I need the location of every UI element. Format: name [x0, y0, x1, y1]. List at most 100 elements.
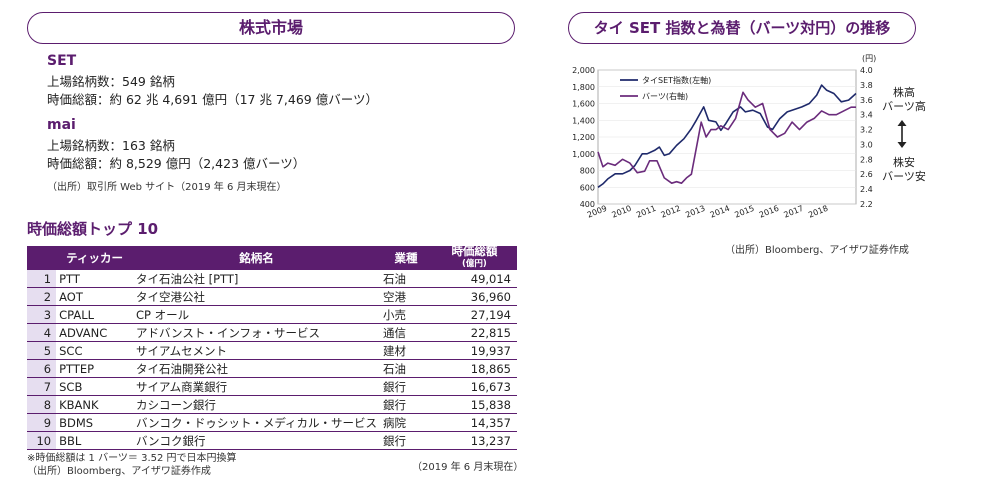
y-right-tick-label: 2.2 — [860, 200, 873, 209]
y-left-tick-label: 1,800 — [572, 83, 595, 92]
chart-legend: タイSET指数(左軸) バーツ(右軸) — [620, 75, 711, 101]
ticker-cell: SCC — [56, 341, 133, 360]
legend-label: バーツ(右軸) — [642, 91, 688, 101]
side-label-up: 株高 バーツ高 — [876, 86, 932, 114]
rank-cell: 8 — [27, 395, 57, 414]
x-tick-label: 2016 — [758, 204, 780, 220]
table-row: 3 CPALL CP オール 小売 27,194 — [27, 305, 517, 324]
rank-cell: 9 — [27, 413, 57, 432]
rank-cell: 4 — [27, 323, 57, 342]
top10-header-row: ティッカー 銘柄名 業種 時価総額 (億円) — [27, 244, 517, 270]
series-line — [597, 91, 856, 184]
sector-cell: 病院 — [380, 413, 432, 432]
market-header: 株式市場 — [27, 12, 515, 44]
market-cap-cell: 19,937 — [431, 341, 517, 360]
y-right-tick-label: 3.2 — [860, 126, 873, 135]
y-right-unit: (円) — [862, 54, 876, 63]
x-tick-label: 2017 — [783, 204, 805, 220]
ticker-cell: BBL — [56, 431, 133, 450]
market-cap-cell: 16,673 — [431, 377, 517, 396]
y-right-tick-label: 2.8 — [860, 155, 873, 164]
market-cap-cell: 15,838 — [431, 395, 517, 414]
sector-cell: 小売 — [380, 305, 432, 324]
sector-cell: 銀行 — [380, 395, 432, 414]
name-cell: カシコーン銀行 — [132, 395, 381, 414]
name-cell: CP オール — [132, 305, 381, 324]
sector-cell: 石油 — [380, 359, 432, 378]
name-cell: タイ空港公社 — [132, 287, 381, 306]
top10-note: ※時価総額は 1 バーツ＝ 3.52 円で日本円換算 — [27, 453, 237, 464]
table-row: 10 BBL バンコク銀行 銀行 13,237 — [27, 431, 517, 450]
top10-title: 時価総額トップ 10 — [27, 220, 159, 238]
sector-header: 業種 — [380, 246, 432, 270]
x-tick-label: 2015 — [733, 204, 755, 220]
table-row: 7 SCB サイアム商業銀行 銀行 16,673 — [27, 377, 517, 396]
sector-cell: 石油 — [380, 270, 432, 288]
y-right-tick-label: 2.4 — [860, 185, 873, 194]
x-tick-label: 2012 — [660, 204, 682, 220]
cap-header-line2: (億円) — [462, 259, 487, 269]
ticker-cell: ADVANC — [56, 323, 133, 342]
name-cell: タイ石油公社 [PTT] — [132, 270, 381, 288]
top10-asof: （2019 年 6 月末現在） — [412, 462, 524, 473]
x-tick-label: 2018 — [807, 204, 829, 220]
market-cap-cell: 36,960 — [431, 287, 517, 306]
sector-cell: 銀行 — [380, 377, 432, 396]
side-label-baht-down: バーツ安 — [882, 170, 926, 183]
set-title: SET — [47, 53, 77, 69]
rank-cell: 3 — [27, 305, 57, 324]
sector-cell: 銀行 — [380, 431, 432, 450]
name-cell: サイアムセメント — [132, 341, 381, 360]
side-label-down: 株安 バーツ安 — [876, 156, 932, 184]
ticker-header: ティッカー — [56, 246, 133, 270]
chart-source: （出所）Bloomberg、アイザワ証券作成 — [725, 245, 909, 256]
y-left-tick-label: 2,000 — [572, 66, 595, 75]
y-left-tick-label: 1,600 — [572, 100, 595, 109]
rank-cell: 1 — [27, 270, 57, 288]
cap-header-line1: 時価総額 — [451, 244, 498, 258]
y-left-tick-labels: 400 600 800 1,000 1,200 1,400 1,600 1,800 2,000 — [572, 66, 595, 209]
market-source: （出所）取引所 Web サイト（2019 年 6 月末現在） — [47, 182, 287, 193]
table-row: 1 PTT タイ石油公社 [PTT] 石油 49,014 — [27, 270, 517, 288]
table-row: 9 BDMS バンコク・ドゥシット・メディカル・サービス 病院 14,357 — [27, 413, 517, 432]
ticker-cell: SCB — [56, 377, 133, 396]
side-label-stock-up: 株高 — [893, 86, 915, 99]
ticker-cell: CPALL — [56, 305, 133, 324]
top10-source: （出所）Bloomberg、アイザワ証券作成 — [27, 466, 211, 477]
rank-cell: 5 — [27, 341, 57, 360]
side-label-stock-down: 株安 — [893, 156, 915, 169]
ticker-cell: KBANK — [56, 395, 133, 414]
sector-cell: 建材 — [380, 341, 432, 360]
mai-title: mai — [47, 117, 76, 133]
y-left-tick-label: 1,400 — [572, 116, 595, 125]
y-right-tick-labels: 2.2 2.4 2.6 2.8 3.0 3.2 3.4 3.6 3.8 4.0 — [860, 66, 873, 209]
rank-header — [27, 246, 57, 270]
y-left-tick-label: 400 — [580, 200, 595, 209]
x-tick-label: 2010 — [611, 204, 633, 220]
market-cap-cell: 18,865 — [431, 359, 517, 378]
ticker-cell: PTT — [56, 270, 133, 288]
table-row: 4 ADVANC アドバンスト・インフォ・サービス 通信 22,815 — [27, 323, 517, 342]
table-row: 5 SCC サイアムセメント 建材 19,937 — [27, 341, 517, 360]
chart-series — [597, 84, 857, 188]
table-row: 6 PTTEP タイ石油開発公社 石油 18,865 — [27, 359, 517, 378]
name-cell: バンコク銀行 — [132, 431, 381, 450]
set-listed-count: 上場銘柄数：549 銘柄 — [47, 74, 175, 89]
chart-gridlines — [597, 69, 857, 205]
name-cell: アドバンスト・インフォ・サービス — [132, 323, 381, 342]
y-left-tick-label: 1,200 — [572, 133, 595, 142]
rank-cell: 10 — [27, 431, 57, 450]
market-cap-cell: 14,357 — [431, 413, 517, 432]
cap-header: 時価総額 (億円) — [431, 244, 517, 270]
legend-label: タイSET指数(左軸) — [642, 75, 711, 85]
name-cell: サイアム商業銀行 — [132, 377, 381, 396]
y-right-tick-label: 3.8 — [860, 81, 873, 90]
table-row: 8 KBANK カシコーン銀行 銀行 15,838 — [27, 395, 517, 414]
up-down-arrow-icon — [896, 120, 908, 148]
side-label-baht-up: バーツ高 — [882, 100, 926, 113]
table-row: 2 AOT タイ空港公社 空港 36,960 — [27, 287, 517, 306]
name-cell: バンコク・ドゥシット・メディカル・サービス — [132, 413, 381, 432]
rank-cell: 2 — [27, 287, 57, 306]
y-right-tick-label: 3.4 — [860, 111, 873, 120]
mai-market-cap: 時価総額：約 8,529 億円（2,423 億バーツ） — [47, 156, 306, 171]
